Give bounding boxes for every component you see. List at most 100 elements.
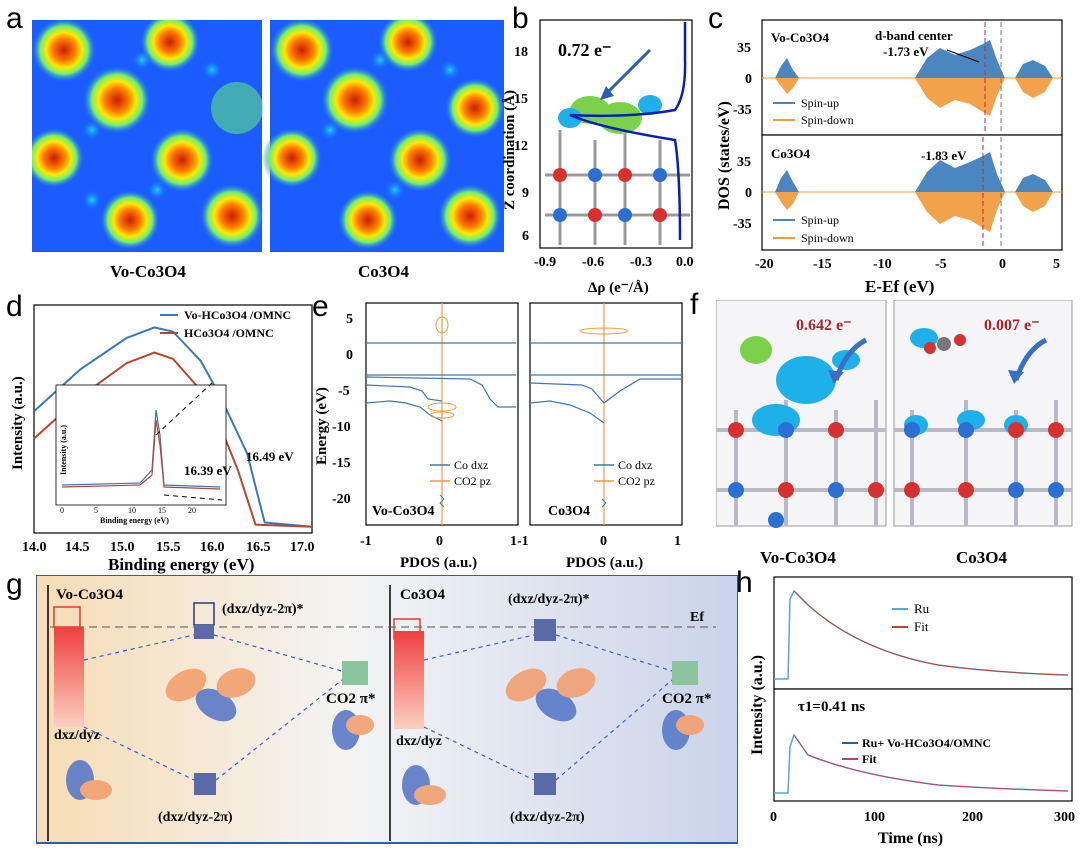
f-charge-left: 0.642 e⁻ [796,317,852,334]
e-xtick-4: 0 [600,534,607,549]
e-legend-2-right: CO2 pz [618,474,655,488]
g-right-title: Co3O4 [400,587,446,603]
g-d-right: dxz/dyz [396,734,442,749]
panel-d-letter: d [6,290,23,323]
panel-f-caption-right: Co3O4 [956,548,1007,567]
h-bottom-legend-2: Fit [862,752,877,766]
e-ylabel: Energy (eV) [314,387,330,465]
d-xtick-5: 16.0 [200,540,225,555]
c-xlabel: E-Ef (eV) [865,277,934,296]
g-co2-left: CO2 π* [326,691,375,707]
c-legend-up-top: Spin-up [801,96,839,110]
e-ytick-3: -5 [338,384,350,399]
c-bottom-label: Co3O4 [771,146,811,161]
h-top-legend-2: Fit [914,619,929,634]
e-ytick-2: 0 [346,348,353,363]
c-xtick-1: -20 [755,257,774,272]
panel-c-letter: c [708,2,723,35]
h-top-legend-1: Ru [914,601,930,616]
e-legend-1-right: Co dxz [618,458,652,472]
b-xtick-1: -0.9 [534,255,556,270]
c-legend-up-bottom: Spin-up [801,213,839,227]
d-xtick-2: 14.5 [65,540,90,555]
b-xtick-4: 0.0 [676,255,694,270]
d-inset-xtick-3: 10 [128,506,136,515]
c-ytick-35a: 35 [737,41,751,56]
d-xtick-6: 16.5 [246,540,271,555]
b-ytick-12: 12 [514,139,528,154]
d-inset-xtick-4: 15 [158,506,166,515]
c-dband-bottom: -1.83 eV [921,148,967,163]
b-xlabel: Δρ (e⁻/Å) [588,280,649,296]
g-ef: Ef [690,610,704,625]
h-ylabel: Intensity (a.u.) [749,655,766,755]
c-dband-title: d-band center [875,28,953,43]
d-series-line-2 [33,351,313,528]
b-ytick-15: 15 [514,92,528,107]
d-inset-ylabel: Intensity (a.u.) [59,425,68,475]
panel-h-letter: h [736,566,753,599]
d-xtick-1: 14.0 [22,540,47,555]
panel-b-chart: 0.72 e⁻ 18 15 12 9 6 -0.9 -0.6 -0.3 0.0 … [502,19,694,296]
g-upper-right: (dxz/dyz-2π)* [508,592,590,607]
e-legend-1-left: Co dxz [454,458,488,472]
c-dband-top: -1.73 eV [883,44,929,59]
b-ylabel: Z coordination (Å) [502,90,518,210]
c-ytick-0a: 0 [745,72,752,87]
panel-b-letter: b [512,2,529,35]
d-ann-1: 16.39 eV [184,463,232,478]
e-xtick-1: -1 [360,534,372,549]
e-xtick-3: 1-1 [510,534,529,549]
e-ytick-4: -10 [332,420,351,435]
d-inset-xtick-5: 20 [188,506,196,515]
b-xtick-3: -0.3 [630,255,652,270]
e-ytick-6: -20 [332,492,351,507]
c-ylabel: DOS (states/eV) [716,101,733,210]
d-series-line-1 [33,326,313,528]
panel-h-chart: Ru Fit τ1=0.41 ns Ru+ Vo-HCo3O4/OMNC Fit… [749,576,1075,847]
h-tau: τ1=0.41 ns [798,699,865,715]
e-right-label: Co3O4 [548,504,590,519]
panel-a-maps [32,20,504,252]
panel-d-chart: 0 5 10 15 20 Binding energy (eV) Intensi… [10,304,315,574]
panel-g-letter: g [6,568,23,601]
c-legend-down-top: Spin-down [801,113,854,127]
f-charge-right: 0.007 e⁻ [984,317,1040,334]
h-xtick-1: 0 [770,810,777,825]
e-ytick-5: -15 [332,456,351,471]
b-xtick-2: -0.6 [582,255,604,270]
h-bottom-legend-1: Ru+ Vo-HCo3O4/OMNC [862,736,991,750]
e-xtick-2: 0 [436,534,443,549]
c-ytick-35b: 35 [737,155,751,170]
g-left-title: Vo-Co3O4 [56,587,123,603]
d-ylabel: Intensity (a.u.) [10,376,26,470]
e-legend-2-left: CO2 pz [454,474,491,488]
d-xtick-7: 17.0 [290,540,315,555]
panel-e-chart: Co dxz CO2 pz Co dxz CO2 pz Vo-Co3O4 Co3… [314,302,683,571]
c-xtick-4: -5 [935,257,947,272]
b-ytick-6: 6 [522,229,529,244]
c-xtick-6: 5 [1053,257,1060,272]
e-xtick-5: 1 [674,534,681,549]
c-xtick-5: 0 [999,257,1006,272]
d-ann-2: 16.49 eV [246,449,294,464]
d-xtick-4: 15.5 [156,540,181,555]
c-top-label: Vo-Co3O4 [771,30,830,45]
g-d-left: dxz/dyz [54,728,100,743]
panel-g-diagram: Vo-Co3O4 Co3O4 (dxz/dyz-2π)* (dxz/dyz-2π… [36,575,738,844]
e-xlabel-left: PDOS (a.u.) [400,555,477,571]
panel-f-images: 0.642 e⁻ 0.007 e⁻ [716,300,1073,528]
d-xtick-3: 15.0 [110,540,135,555]
panel-a-caption-right: Co3O4 [358,262,409,281]
d-legend-1: Vo-HCo3O4 /OMNC [184,308,291,322]
e-xlabel-right: PDOS (a.u.) [566,555,643,571]
panel-f-letter: f [690,288,699,321]
c-ytick-0b: 0 [745,186,752,201]
c-ytick-m35b: -35 [733,217,752,232]
panel-a-caption-left: Vo-Co3O4 [110,262,186,281]
map-co3o4 [262,20,504,250]
h-xtick-4: 300 [1054,810,1075,825]
g-upper-left: (dxz/dyz-2π)* [222,602,304,617]
d-inset-xtick-2: 5 [94,506,98,515]
panel-f-caption-left: Vo-Co3O4 [760,548,836,567]
